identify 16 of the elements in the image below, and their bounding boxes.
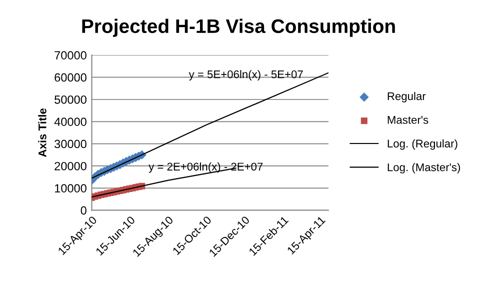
y-tick-label: 70000 — [54, 51, 86, 60]
legend-label: Log. (Master's) — [388, 163, 460, 174]
y-axis-title: Axis Title — [38, 108, 46, 157]
legend-label: Master's — [388, 116, 428, 124]
y-tick-label: 20000 — [54, 162, 86, 170]
legend-label: Log. (Regular) — [388, 139, 458, 150]
y-tick-label: 30000 — [54, 140, 86, 148]
chart-title: Projected H-1B Visa Consumption — [82, 18, 395, 37]
y-tick-label: 40000 — [54, 118, 86, 126]
y-tick-label: 50000 — [54, 95, 86, 104]
y-tick-label: 60000 — [54, 73, 86, 82]
y-tick-label: 0 — [80, 206, 86, 215]
y-tick-label: 10000 — [54, 184, 86, 192]
legend-label: Regular — [388, 92, 426, 102]
annotation: y = 5E+06ln(x) - 5E+07 — [188, 70, 303, 80]
annotation: y = 2E+06ln(x) - 2E+07 — [148, 162, 263, 173]
